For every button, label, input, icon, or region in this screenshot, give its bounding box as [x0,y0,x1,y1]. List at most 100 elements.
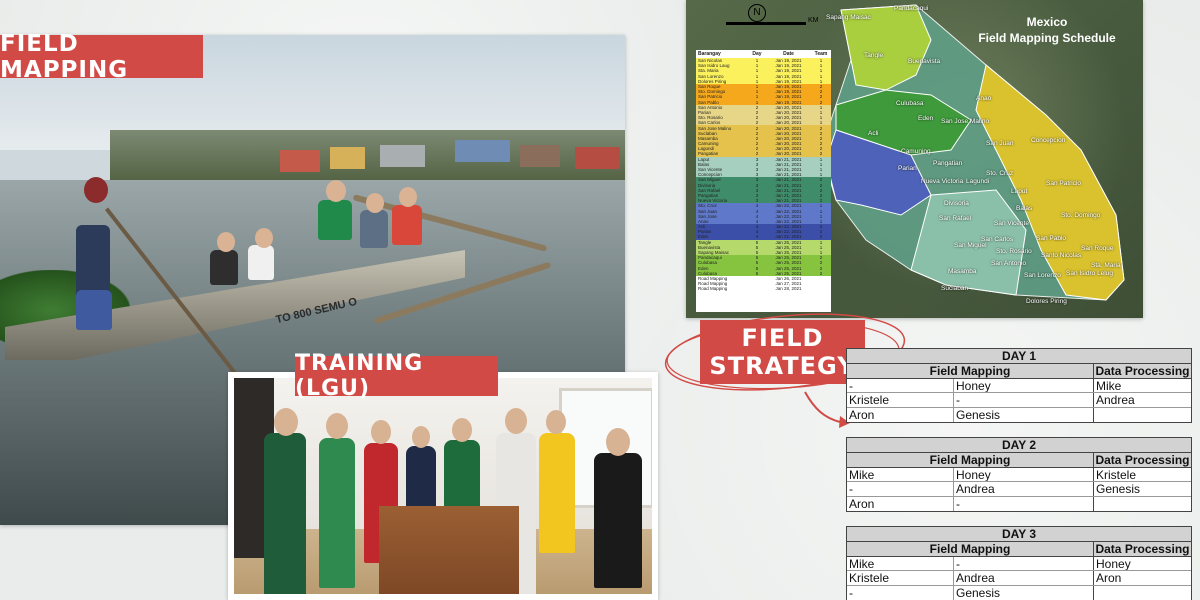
place-label: Acli [868,130,879,137]
place-label: Nueva Victoria [921,178,964,185]
barangay-cell: Masamba [698,135,718,141]
barangay-cell: Acli [698,224,706,230]
barangay-cell: Jan 25, 2021 [775,239,802,245]
barangay-cell: Buenavista [698,244,721,250]
barangay-cell: 1 [819,63,823,69]
column-headers: Field Mapping Data Processing [847,542,1191,557]
place-label: Buenavista [908,58,941,65]
barangay-cell: 1 [819,172,823,178]
barangay-row: Sto. Rosario 2 Jan 20, 2021 1 [696,115,831,121]
barangay-cell: 2 [755,146,759,152]
barangay-cell: San Jose Malino [698,125,732,131]
barangay-cell: Jan 22, 2021 [775,208,802,214]
barangay-cell: Jan 20, 2021 [775,130,802,136]
barangay-cell: 2 [819,84,823,90]
barangay-cell: Sapang Maisac [698,250,730,256]
barangay-cell: Jan 25, 2021 [775,270,802,276]
barangay-cell: San Lorenzo [698,73,724,79]
barangay-cell: 5 [755,265,759,271]
barangay-cell: San Roque [698,84,721,90]
house [520,145,560,167]
house [575,147,620,169]
barangay-cell: Eden [698,265,709,271]
field-strategy-line1: FIELD [741,324,824,352]
barangay-cell: Jan 28, 2021 [775,286,802,292]
passenger [360,210,388,248]
place-label: Divisoria [944,200,969,207]
place-label: San Miguel [954,242,987,249]
barangay-cell: 1 [819,167,823,173]
barangay-cell: Sto. Rosario [698,115,723,121]
barangay-row: Lagundi 2 Jan 20, 2021 2 [696,146,831,152]
barangay-cell: Jan 19, 2021 [775,94,802,100]
barangay-cell: 2 [755,141,759,147]
barangay-cell: 2 [819,151,823,157]
barangay-cell: 1 [819,78,823,84]
barangay-cell: 1 [755,68,759,74]
place-label: San Carlos [981,236,1014,243]
schedule-row: Kristele Andrea Aron [847,571,1191,586]
schedule-row: - Andrea Genesis [847,482,1191,497]
training-photo [228,372,658,600]
barangay-cell: Jan 20, 2021 [775,151,802,157]
training-label: TRAINING (LGU) [295,351,498,401]
day-schedule-table: DAY 3 Field Mapping Data Processing Mike - Ho… [846,526,1192,600]
barangay-row: San Carlos 2 Jan 20, 2021 1 [696,120,831,126]
barangay-cell: Jan 21, 2021 [775,198,802,204]
barangay-cell: 1 [819,109,823,115]
barangay-row: Suclaban 2 Jan 20, 2021 2 [696,130,831,136]
schedule-cell: Aron [847,496,954,511]
barangay-cell: 2 [819,141,823,147]
barangay-cell: Jan 20, 2021 [775,125,802,131]
barangay-row: Road Mapping Jan 26, 2021 [696,275,831,282]
barangay-cell: Road Mapping [698,286,728,292]
barangay-cell: Dolores Piring [698,78,727,84]
barangay-row: San Roque 1 Jan 19, 2021 2 [696,83,831,90]
barangay-cell: 2 [819,198,823,204]
barangay-row: Sto. Cruz 4 Jan 22, 2021 1 [696,203,831,209]
schedule-days: DAY 1 Field Mapping Data Processing - Honey M… [846,348,1192,600]
barangay-cell: Jan 19, 2021 [775,78,802,84]
barangay-row: Sto. Domingo 1 Jan 19, 2021 2 [696,89,831,95]
barangay-cell: Suclaban [698,130,717,136]
data-processing-header: Data Processing [1095,453,1190,467]
barangay-cell: 1 [819,115,823,121]
barangay-cell: 5 [755,255,759,261]
person-head [505,408,527,434]
barangay-cell: San Miguel [698,177,721,183]
barangay-cell: 5 [755,239,759,245]
barangay-cell: Jan 19, 2021 [775,68,802,74]
barangay-cell: San Rafael [698,187,721,193]
barangay-cell: Camuning [698,141,719,147]
barangay-cell: 2 [755,104,759,110]
barangay-cell: Parian [698,229,712,235]
barangay-cell: 1 [755,84,759,90]
barangay-cell: 4 [755,229,759,235]
barangay-cell: 2 [819,260,823,266]
barangay-cell: 2 [755,120,759,126]
passenger-head [326,180,346,202]
barangay-row: San Antonio 2 Jan 20, 2021 1 [696,104,831,110]
barangay-cell: 1 [819,218,823,224]
barangay-cell: 2 [819,187,823,193]
barangay-row: Pangatian 3 Jan 21, 2021 2 [696,192,831,199]
barangay-cell: Concepcion [698,172,722,178]
passenger-head [366,193,384,213]
barangay-cell: Jan 20, 2021 [775,135,802,141]
barangay-cell: 1 [819,58,823,64]
place-label: Parian [898,165,917,172]
person-head [546,410,566,434]
person [319,438,355,588]
barangay-cell: Jan 22, 2021 [775,229,802,235]
person [264,433,306,594]
barangay-row: San Jose 4 Jan 22, 2021 1 [696,213,831,219]
barangay-cell: 5 [755,244,759,250]
barangay-row: Nueva Victoria 3 Jan 21, 2021 2 [696,198,831,204]
schedule-cell: Andrea [1096,393,1135,407]
barangay-row: Pandacaqui 5 Jan 25, 2021 2 [696,255,831,261]
barangay-row: Balas 3 Jan 21, 2021 1 [696,161,831,167]
barangay-row: Tangle 5 Jan 25, 2021 1 [696,239,831,245]
barangay-row: Pangatian 2 Jan 20, 2021 2 [696,151,831,157]
schedule-cell: Aron [1096,571,1122,585]
barangay-row: San Miguel 3 Jan 21, 2021 2 [696,177,831,183]
